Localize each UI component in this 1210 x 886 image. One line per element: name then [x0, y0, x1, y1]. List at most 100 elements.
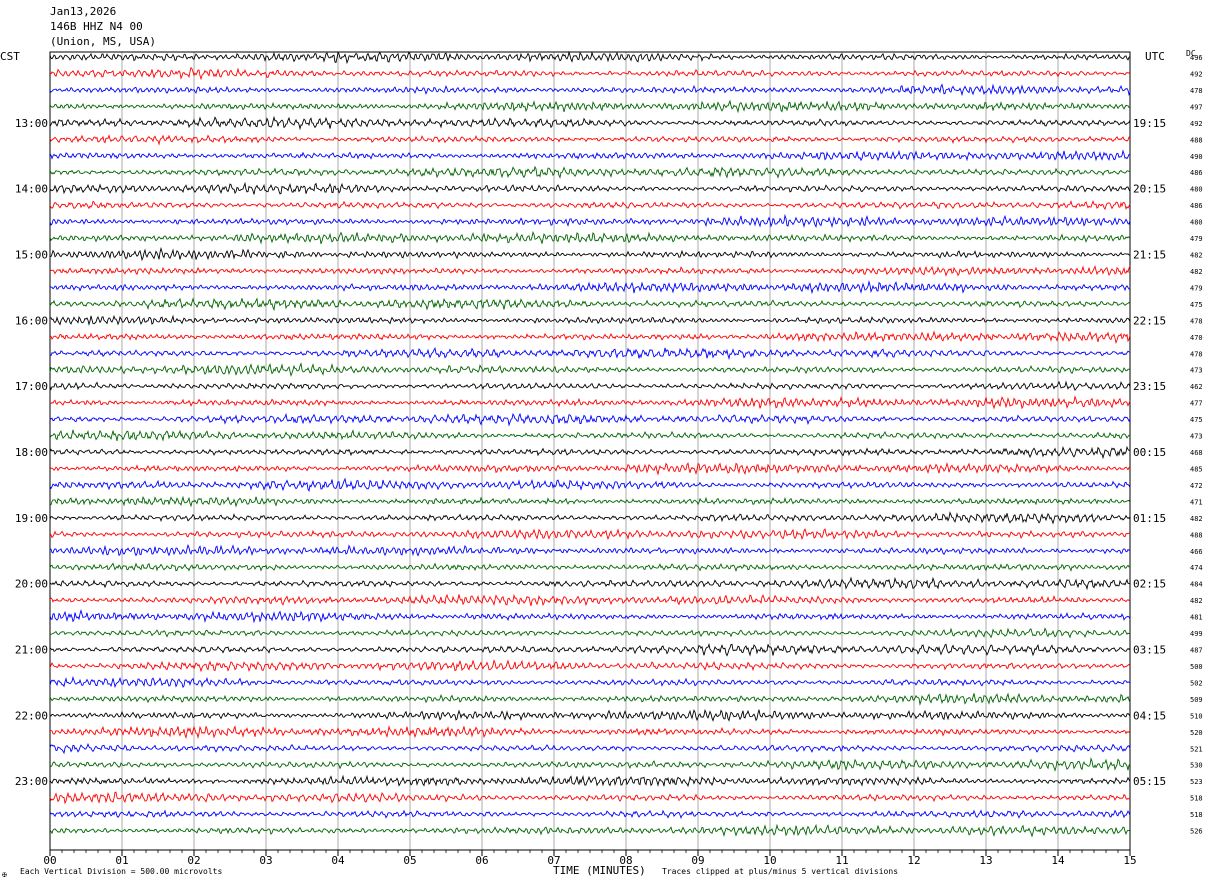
seismic-trace	[49, 477, 1131, 493]
seismic-trace	[49, 280, 1131, 295]
dc-offset-label: 490	[1190, 153, 1203, 161]
right-hour-label: 22:15	[1133, 314, 1166, 327]
seismic-trace	[49, 543, 1131, 557]
seismic-trace	[49, 314, 1131, 326]
seismic-trace	[49, 675, 1131, 689]
dc-offset-label: 477	[1190, 400, 1203, 408]
left-hour-label: 17:00	[15, 380, 48, 393]
x-tick-label: 11	[835, 854, 848, 867]
dc-offset-label: 530	[1190, 762, 1203, 770]
dc-offset-label: 518	[1190, 795, 1203, 803]
right-hour-label: 20:15	[1133, 183, 1166, 196]
right-hour-label: 04:15	[1133, 709, 1166, 722]
seismic-trace	[49, 562, 1131, 573]
right-hour-label: 03:15	[1133, 644, 1166, 657]
x-tick-label: 08	[619, 854, 632, 867]
x-tick-label: 07	[547, 854, 560, 867]
seismic-trace	[49, 380, 1131, 391]
dc-offset-label: 468	[1190, 449, 1203, 457]
x-tick-label: 04	[331, 854, 345, 867]
seismic-trace	[49, 809, 1131, 820]
dc-offset-label: 492	[1190, 120, 1203, 128]
dc-offset-label: 482	[1190, 515, 1203, 523]
dc-offset-label: 475	[1190, 301, 1203, 309]
dc-offset-label: 470	[1190, 334, 1203, 342]
seismic-trace	[49, 823, 1130, 838]
seismic-trace	[49, 330, 1131, 345]
x-tick-label: 14	[1051, 854, 1065, 867]
right-hour-label: 00:15	[1133, 446, 1166, 459]
dc-offset-label: 523	[1190, 778, 1203, 786]
dc-offset-label: 480	[1190, 219, 1203, 227]
asterisk-icon: ✠	[2, 870, 7, 879]
dc-offset-label: 478	[1190, 350, 1203, 358]
left-hour-label: 14:00	[15, 183, 48, 196]
left-hour-label: 21:00	[15, 644, 48, 657]
x-axis-title: TIME (MINUTES)	[553, 864, 646, 877]
seismic-trace	[49, 265, 1131, 277]
seismic-trace	[49, 462, 1131, 476]
dc-offset-label: 487	[1190, 647, 1203, 655]
seismic-trace	[49, 576, 1131, 591]
dc-offset-label: 480	[1190, 186, 1203, 194]
seismic-trace	[49, 83, 1131, 97]
header-location: (Union, MS, USA)	[50, 35, 156, 48]
dc-offset-label: 482	[1190, 597, 1203, 605]
dc-offset-label: 488	[1190, 531, 1203, 539]
dc-offset-label: 473	[1190, 367, 1203, 375]
left-timezone-label: CST	[0, 50, 20, 63]
seismic-trace	[49, 528, 1131, 541]
seismic-trace	[49, 99, 1131, 114]
dc-offset-label: 520	[1190, 729, 1203, 737]
seismic-trace	[49, 230, 1131, 245]
left-hour-label: 20:00	[15, 578, 48, 591]
seismic-trace	[49, 347, 1131, 361]
seismic-trace	[49, 593, 1131, 607]
seismic-trace	[49, 757, 1131, 772]
seismic-trace	[49, 643, 1131, 657]
right-hour-label: 02:15	[1133, 578, 1166, 591]
dc-offset-label: 509	[1190, 696, 1203, 704]
seismic-trace	[49, 724, 1131, 740]
dc-offset-label: 473	[1190, 433, 1203, 441]
seismic-trace	[49, 181, 1131, 195]
x-tick-label: 15	[1123, 854, 1136, 867]
right-timezone-label: UTC	[1145, 50, 1165, 63]
left-hour-label: 15:00	[15, 249, 48, 262]
seismic-trace	[49, 495, 1131, 508]
seismic-trace	[49, 362, 1131, 377]
x-tick-label: 09	[691, 854, 704, 867]
seismic-trace	[49, 412, 1131, 427]
seismic-trace	[49, 134, 1131, 146]
header-date: Jan13,2026	[50, 5, 117, 18]
seismic-trace	[49, 742, 1131, 755]
seismic-trace	[49, 149, 1131, 162]
dc-offset-label: 482	[1190, 268, 1203, 276]
header-station: 146B HHZ N4 00	[50, 20, 143, 33]
right-hour-label: 21:15	[1133, 249, 1166, 262]
left-hour-label: 13:00	[15, 117, 48, 130]
dc-offset-label: 474	[1190, 564, 1203, 572]
right-hour-label: 05:15	[1133, 775, 1166, 788]
dc-offset-label: 478	[1190, 317, 1203, 325]
seismic-trace	[49, 774, 1131, 788]
seismic-trace	[49, 659, 1131, 673]
dc-offset-label: 479	[1190, 235, 1203, 243]
right-hour-label: 23:15	[1133, 380, 1166, 393]
x-tick-label: 03	[259, 854, 272, 867]
right-hour-label: 19:15	[1133, 117, 1166, 130]
left-hour-label: 19:00	[15, 512, 48, 525]
seismic-trace	[49, 709, 1131, 722]
dc-offset-label: 479	[1190, 284, 1203, 292]
seismic-trace	[49, 627, 1131, 639]
dc-offset-label: 466	[1190, 548, 1203, 556]
dc-offset-label: 500	[1190, 663, 1203, 671]
left-hour-label: 23:00	[15, 775, 48, 788]
dc-header: DC	[1186, 49, 1196, 58]
dc-offset-label: 492	[1190, 70, 1203, 78]
x-tick-label: 10	[763, 854, 776, 867]
dc-offset-label: 484	[1190, 581, 1203, 589]
seismic-trace	[49, 791, 1130, 805]
dc-offset-label: 475	[1190, 416, 1203, 424]
